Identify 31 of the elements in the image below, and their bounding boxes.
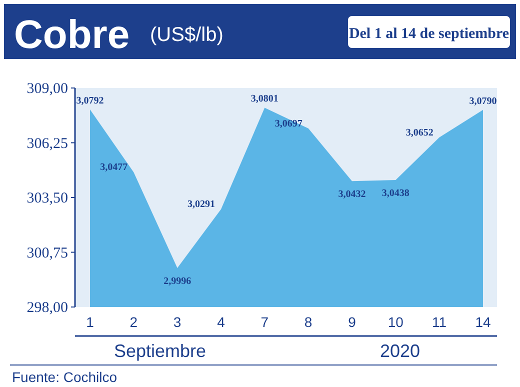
text: 2020 xyxy=(380,341,420,361)
y-tick-label: 309,00 xyxy=(26,81,68,97)
x-tick-label: 3 xyxy=(173,314,182,330)
data-label: 3,0790 xyxy=(469,96,497,107)
data-label: 3,0792 xyxy=(76,96,104,106)
y-tick-label: 300,75 xyxy=(26,245,68,262)
x-tick-label: 2 xyxy=(130,314,138,330)
data-label: 3,0477 xyxy=(100,162,128,174)
chart-subtitle: (US$/lb) xyxy=(150,24,224,46)
text: Del 1 al 14 de septiembre xyxy=(348,26,510,42)
x-tick-label: 14 xyxy=(475,314,491,330)
data-label: 3,0697 xyxy=(274,118,302,130)
source-note: Fuente: Cochilco xyxy=(12,369,118,385)
y-tick-label: 303,50 xyxy=(26,190,68,206)
data-label: 3,0652 xyxy=(406,127,434,138)
x-tick-label: 4 xyxy=(217,314,226,330)
x-tick-label: 1 xyxy=(86,314,94,330)
x-tick-label: 10 xyxy=(388,314,404,330)
data-label: 3,0291 xyxy=(188,199,215,210)
y-tick-label: 298,00 xyxy=(26,300,68,316)
data-label: 2,9996 xyxy=(164,276,192,287)
y-tick-label: 306,25 xyxy=(26,136,68,152)
x-axis-title: Septiembre xyxy=(114,341,206,361)
data-label: 3,0432 xyxy=(338,189,366,200)
data-label: 3,0801 xyxy=(250,94,278,105)
x-tick-label: 7 xyxy=(260,314,269,330)
x-tick-label: 11 xyxy=(432,314,447,330)
x-tick-label: 8 xyxy=(304,314,312,330)
chart-title: Cobre xyxy=(14,13,130,57)
data-label: 3,0438 xyxy=(382,188,410,199)
x-tick-label: 9 xyxy=(348,314,356,330)
